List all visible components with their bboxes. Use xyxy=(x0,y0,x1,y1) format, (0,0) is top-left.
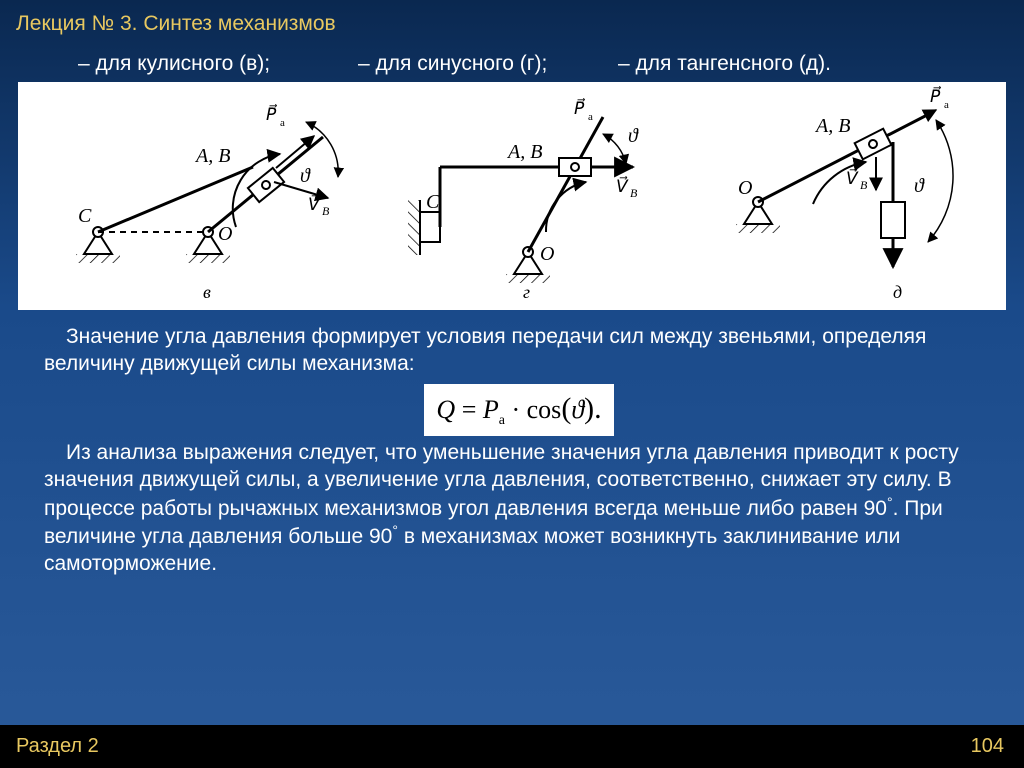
paragraph-2: Из анализа выражения следует, что уменьш… xyxy=(44,440,994,578)
svg-text:C: C xyxy=(78,205,92,227)
formula-eq: = xyxy=(455,395,483,424)
paragraph-1: Значение угла давления формирует условия… xyxy=(44,324,994,378)
label-tangens: – для тангенсного (д). xyxy=(618,52,831,76)
svg-text:P⃗: P⃗ xyxy=(574,98,586,118)
footer-page: 104 xyxy=(971,735,1004,758)
formula-wrap: Q = Pа · cos(ϑ). xyxy=(44,378,994,440)
diagram-strip: C O A, B P⃗ а V⃗ B ϑ в xyxy=(18,82,1006,310)
header-title: Лекция № 3. Синтез механизмов xyxy=(16,12,336,35)
label-sinus: – для синусного (г); xyxy=(358,52,618,76)
svg-text:ϑ: ϑ xyxy=(914,175,925,197)
svg-text:в: в xyxy=(203,282,211,302)
body-text: Значение угла давления формирует условия… xyxy=(0,310,1024,578)
svg-text:A, B: A, B xyxy=(814,115,850,137)
formula-theta: ϑ xyxy=(571,395,584,424)
formula-p: P xyxy=(483,395,499,424)
formula-close: ). xyxy=(584,392,602,425)
svg-text:а: а xyxy=(280,117,285,129)
formula-open: ( xyxy=(561,392,571,425)
svg-text:д: д xyxy=(893,282,902,302)
diagram-d: O A, B P⃗ а V⃗ B ϑ д xyxy=(736,86,953,302)
svg-text:V⃗: V⃗ xyxy=(616,176,629,196)
svg-text:а: а xyxy=(944,99,949,111)
svg-text:г: г xyxy=(523,282,530,302)
svg-text:B: B xyxy=(630,186,638,200)
svg-text:C: C xyxy=(426,191,440,213)
svg-text:B: B xyxy=(322,204,330,218)
diagram-labels-row: – для кулисного (в); – для синусного (г)… xyxy=(0,42,1024,82)
slide-header: Лекция № 3. Синтез механизмов xyxy=(0,0,1024,42)
formula: Q = Pа · cos(ϑ). xyxy=(424,384,613,436)
svg-text:A, B: A, B xyxy=(506,141,542,163)
svg-text:V⃗: V⃗ xyxy=(846,168,859,188)
svg-text:ϑ: ϑ xyxy=(628,125,639,147)
formula-cos: · cos xyxy=(505,395,561,424)
svg-text:V⃗: V⃗ xyxy=(308,194,321,214)
label-kulis: – для кулисного (в); xyxy=(78,52,358,76)
p2a: Из анализа выражения следует, что уменьш… xyxy=(44,441,959,520)
svg-text:P⃗: P⃗ xyxy=(930,86,942,106)
svg-text:P⃗: P⃗ xyxy=(266,104,278,124)
svg-text:O: O xyxy=(738,177,752,199)
formula-q: Q xyxy=(436,395,455,424)
svg-text:O: O xyxy=(540,243,554,265)
svg-text:а: а xyxy=(588,111,593,123)
svg-text:ϑ: ϑ xyxy=(300,165,311,187)
footer: Раздел 2 104 xyxy=(0,725,1024,768)
svg-text:O: O xyxy=(218,223,232,245)
svg-text:B: B xyxy=(860,178,868,192)
mechanism-diagrams-svg: C O A, B P⃗ а V⃗ B ϑ в xyxy=(18,82,1006,310)
svg-text:A, B: A, B xyxy=(194,145,230,167)
diagram-g: C O A, B P⃗ а V⃗ B ϑ г xyxy=(408,98,639,302)
diagram-v: C O A, B P⃗ а V⃗ B ϑ в xyxy=(76,104,338,302)
footer-section: Раздел 2 xyxy=(16,735,99,758)
